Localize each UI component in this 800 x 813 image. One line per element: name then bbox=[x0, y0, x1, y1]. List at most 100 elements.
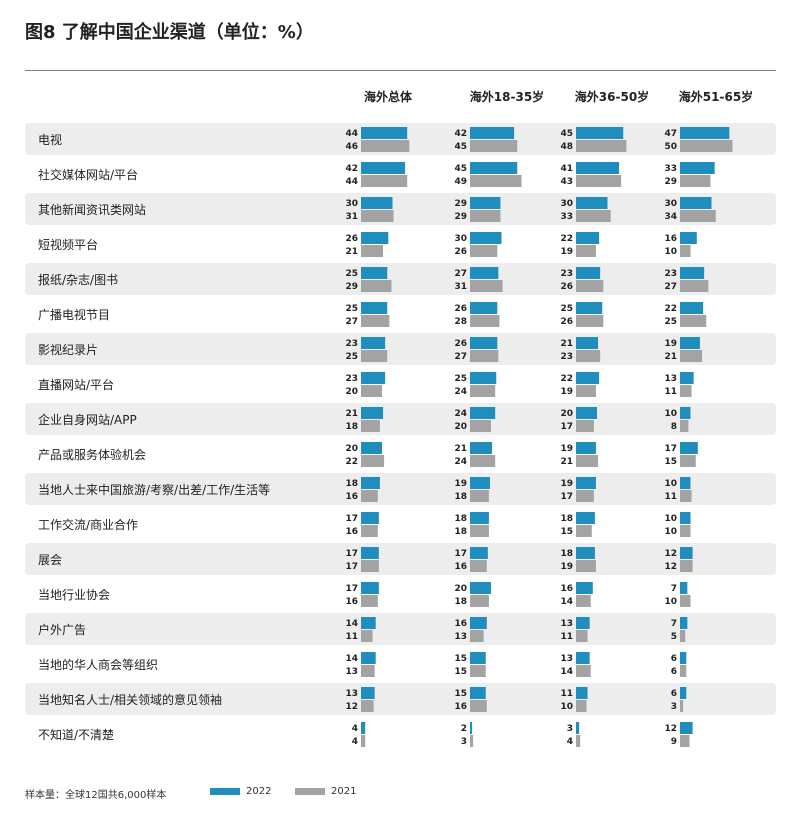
data-label-2021: 3 bbox=[671, 702, 677, 712]
bar-2022 bbox=[576, 582, 593, 594]
data-label-2022: 16 bbox=[560, 584, 573, 594]
data-label-2021: 16 bbox=[454, 702, 467, 712]
bar-2022 bbox=[576, 232, 600, 244]
data-label-2021: 49 bbox=[454, 177, 467, 187]
bar-2022 bbox=[576, 162, 620, 174]
data-label-2021: 14 bbox=[560, 597, 573, 607]
data-label-2021: 28 bbox=[454, 317, 467, 327]
bar-2022 bbox=[576, 652, 590, 664]
row-band bbox=[25, 333, 776, 365]
bar-2021 bbox=[361, 140, 410, 152]
bar-2021 bbox=[361, 315, 390, 327]
bar-2022 bbox=[680, 127, 730, 139]
bar-2022 bbox=[680, 582, 688, 594]
data-label-2022: 18 bbox=[454, 514, 467, 524]
data-label-2021: 13 bbox=[454, 632, 467, 642]
bar-2021 bbox=[680, 175, 711, 187]
row-band bbox=[25, 718, 776, 750]
bar-2022 bbox=[470, 582, 491, 594]
bar-2021 bbox=[361, 210, 394, 222]
bar-2022 bbox=[576, 442, 596, 454]
data-label-2022: 24 bbox=[454, 409, 467, 419]
bar-2021 bbox=[470, 595, 489, 607]
bar-2021 bbox=[361, 420, 380, 432]
category-label: 其他新闻资讯类网站 bbox=[38, 202, 146, 217]
bar-2022 bbox=[470, 687, 486, 699]
category-label: 企业自身网站/APP bbox=[38, 412, 137, 427]
bar-2021 bbox=[576, 140, 627, 152]
category-label: 广播电视节目 bbox=[38, 307, 110, 322]
bar-2021 bbox=[361, 525, 378, 537]
data-label-2021: 31 bbox=[454, 282, 467, 292]
data-label-2022: 42 bbox=[345, 164, 358, 174]
bar-2022 bbox=[470, 127, 515, 139]
data-label-2021: 17 bbox=[560, 422, 573, 432]
category-label: 当地行业协会 bbox=[38, 587, 110, 602]
data-label-2022: 6 bbox=[671, 654, 677, 664]
data-label-2021: 21 bbox=[664, 352, 677, 362]
bar-2022 bbox=[680, 547, 693, 559]
bar-2021 bbox=[576, 280, 604, 292]
bar-2021 bbox=[470, 490, 489, 502]
bar-2021 bbox=[680, 245, 691, 257]
data-label-2022: 25 bbox=[345, 304, 358, 314]
data-label-2021: 46 bbox=[345, 142, 358, 152]
bar-2022 bbox=[680, 267, 705, 279]
bar-2022 bbox=[361, 512, 379, 524]
data-label-2022: 26 bbox=[345, 234, 358, 244]
bar-2022 bbox=[470, 722, 473, 734]
data-label-2022: 13 bbox=[664, 374, 677, 384]
bar-2022 bbox=[470, 652, 486, 664]
bar-2022 bbox=[576, 197, 608, 209]
bar-2022 bbox=[470, 267, 499, 279]
bar-2021 bbox=[361, 630, 373, 642]
category-label: 电视 bbox=[38, 132, 62, 147]
bar-2022 bbox=[361, 267, 388, 279]
data-label-2021: 13 bbox=[345, 667, 358, 677]
bar-2021 bbox=[680, 385, 692, 397]
data-label-2021: 20 bbox=[454, 422, 467, 432]
data-label-2022: 27 bbox=[454, 269, 467, 279]
row-band bbox=[25, 543, 776, 575]
bar-2022 bbox=[361, 722, 366, 734]
data-label-2022: 7 bbox=[671, 619, 677, 629]
bar-2021 bbox=[361, 595, 378, 607]
bar-2022 bbox=[576, 267, 601, 279]
data-label-2022: 10 bbox=[664, 514, 677, 524]
bar-2021 bbox=[576, 700, 587, 712]
bar-2021 bbox=[680, 630, 686, 642]
bar-2021 bbox=[680, 665, 687, 677]
data-label-2021: 19 bbox=[560, 387, 573, 397]
data-label-2022: 45 bbox=[454, 164, 467, 174]
bar-2022 bbox=[680, 302, 704, 314]
category-label: 不知道/不清楚 bbox=[38, 728, 114, 742]
bar-2022 bbox=[680, 442, 698, 454]
category-label: 产品或服务体验机会 bbox=[38, 447, 146, 462]
data-label-2022: 30 bbox=[560, 199, 573, 209]
category-label: 工作交流/商业合作 bbox=[38, 517, 138, 532]
data-label-2022: 41 bbox=[560, 164, 573, 174]
bar-2022 bbox=[361, 232, 389, 244]
data-label-2022: 6 bbox=[671, 689, 677, 699]
data-label-2021: 3 bbox=[461, 737, 467, 747]
category-label: 户外广告 bbox=[38, 622, 86, 637]
data-label-2021: 14 bbox=[560, 667, 573, 677]
bar-2021 bbox=[576, 560, 596, 572]
title-divider bbox=[25, 70, 776, 71]
data-label-2021: 10 bbox=[664, 597, 677, 607]
bar-2021 bbox=[576, 455, 599, 467]
data-label-2021: 26 bbox=[560, 282, 573, 292]
bar-2022 bbox=[680, 652, 687, 664]
data-label-2021: 44 bbox=[345, 177, 358, 187]
data-label-2022: 18 bbox=[560, 549, 573, 559]
bar-2021 bbox=[576, 315, 604, 327]
bar-2022 bbox=[470, 337, 498, 349]
bar-2021 bbox=[576, 630, 588, 642]
bar-2021 bbox=[470, 455, 496, 467]
data-label-2022: 30 bbox=[345, 199, 358, 209]
data-label-2021: 12 bbox=[664, 562, 677, 572]
bar-2021 bbox=[680, 490, 692, 502]
bar-2022 bbox=[576, 547, 595, 559]
data-label-2022: 42 bbox=[454, 129, 467, 139]
data-label-2021: 29 bbox=[454, 212, 467, 222]
